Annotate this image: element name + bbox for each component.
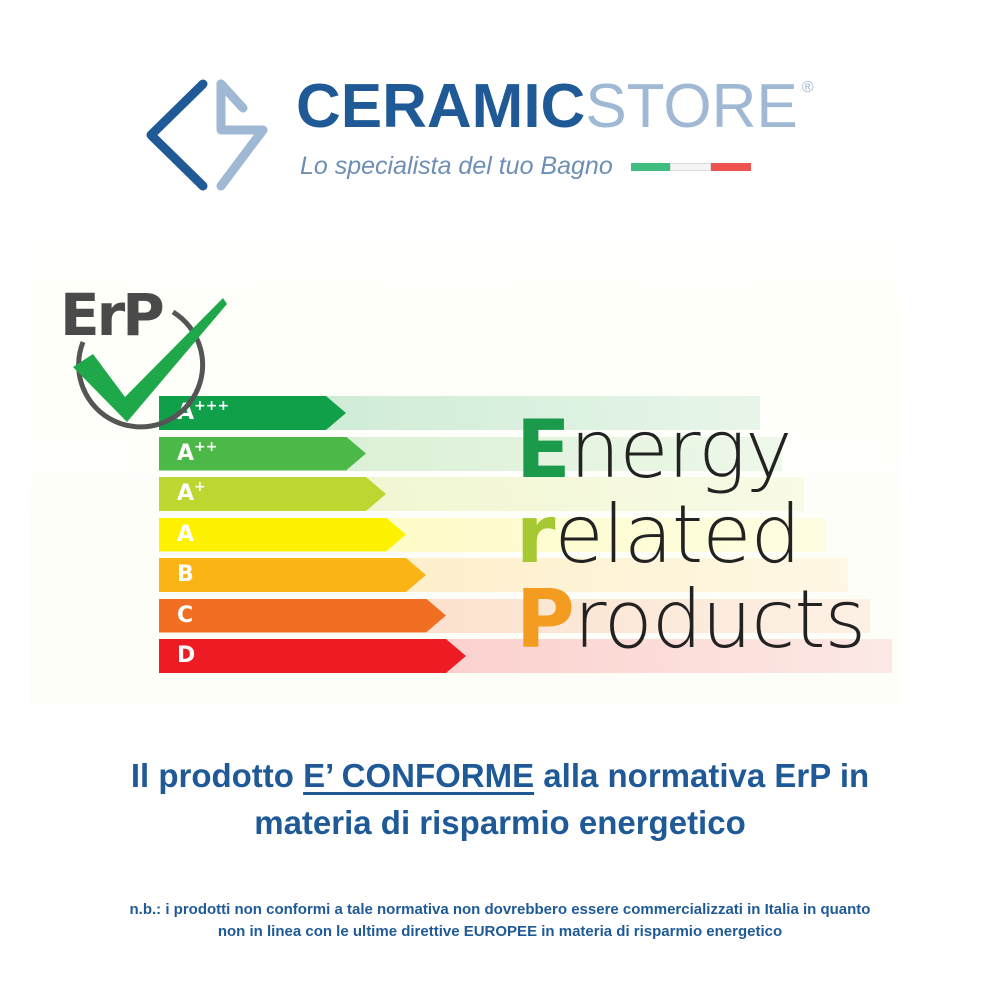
energy-class-label: C xyxy=(177,602,194,628)
disclaimer-note: n.b.: i prodotti non conformi a tale nor… xyxy=(0,899,1000,943)
energy-class-bar: A xyxy=(159,518,406,552)
energy-class-label: B xyxy=(177,562,194,587)
note-line2-part2: in materia di risparmio energetico xyxy=(537,923,783,940)
erp-logo-text: ErP xyxy=(60,281,165,349)
erp-word-rest: elated xyxy=(554,488,801,581)
energy-class-sup: +++ xyxy=(194,398,230,414)
energy-class-bar: A++ xyxy=(159,437,366,471)
headline-emphasis: E’ CONFORME xyxy=(303,757,535,794)
energy-stripe xyxy=(346,436,782,471)
checkmark-icon xyxy=(73,298,227,422)
energy-stripe xyxy=(326,396,760,430)
energy-stripe xyxy=(426,598,870,633)
energy-class-bar: C xyxy=(159,599,446,633)
energy-stripe xyxy=(446,639,892,673)
brand-name-secondary: STORE xyxy=(585,72,798,141)
energy-class-bar: D xyxy=(159,639,466,673)
erp-word: Energy xyxy=(516,410,792,490)
registered-mark: ® xyxy=(801,79,814,96)
energy-class-label: A xyxy=(177,481,195,506)
headline-part1: Il prodotto xyxy=(130,757,304,794)
erp-word: related xyxy=(516,495,801,575)
italian-flag-icon xyxy=(630,162,751,171)
energy-stripe xyxy=(366,477,804,511)
brand-name-primary: CERAMIC xyxy=(296,72,586,141)
energy-class-sup: + xyxy=(194,479,206,495)
energy-class-label: A xyxy=(177,440,195,466)
erp-circle-icon xyxy=(76,309,206,430)
headline-line2: materia di risparmio energetico xyxy=(254,804,746,841)
erp-logo: ErP xyxy=(55,282,235,432)
erp-word-initial: E xyxy=(516,403,571,496)
energy-stripe xyxy=(406,558,848,592)
energy-stripe xyxy=(386,517,826,552)
energy-class-label: A xyxy=(177,521,195,547)
note-line2-part1: non in linea con le ultime direttive xyxy=(217,923,464,940)
headline-part2: alla normativa ErP in xyxy=(534,757,870,794)
energy-class-sup: ++ xyxy=(194,438,218,455)
brand-name: CERAMIC STORE ® xyxy=(296,76,814,138)
erp-word-initial: P xyxy=(516,573,575,666)
erp-word-rest: roducts xyxy=(573,573,867,666)
energy-class-label: D xyxy=(177,643,196,668)
energy-class-bar: B xyxy=(159,558,426,592)
ceramicstore-logo-icon xyxy=(146,79,268,191)
erp-word: Products xyxy=(516,580,866,660)
erp-word-initial: r xyxy=(516,488,555,581)
erp-word-rest: nergy xyxy=(569,403,793,496)
tagline-row: Lo specialista del tuo Bagno xyxy=(300,152,751,181)
brand-tagline: Lo specialista del tuo Bagno xyxy=(300,152,613,180)
conformity-headline: Il prodotto E’ CONFORME alla normativa E… xyxy=(0,752,1000,846)
energy-class-bar: A+ xyxy=(159,477,386,511)
note-line2-emphasis: EUROPEE xyxy=(463,923,538,940)
note-line1: n.b.: i prodotti non conformi a tale nor… xyxy=(129,901,871,918)
